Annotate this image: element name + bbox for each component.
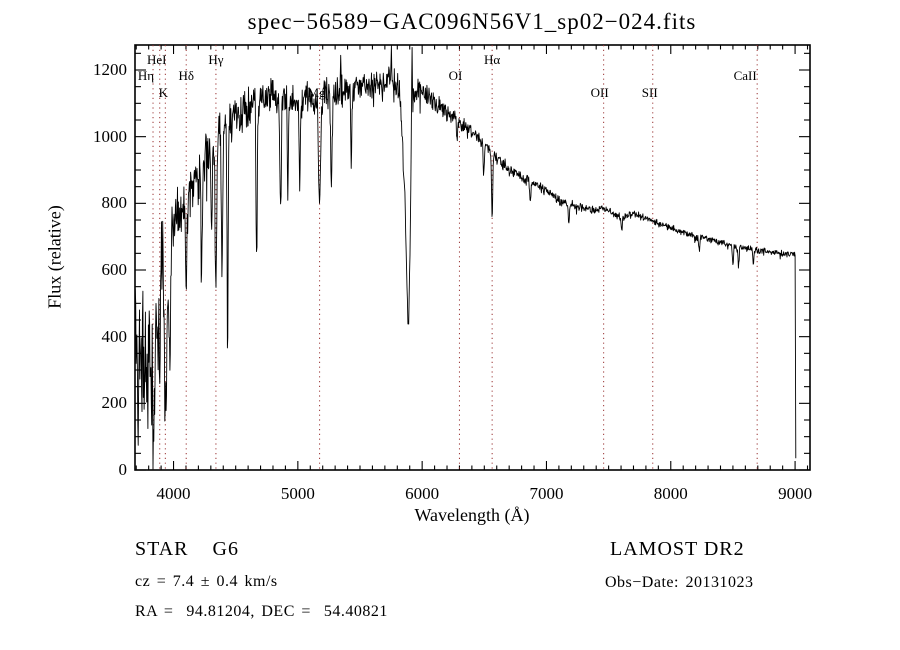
x-tick-label-6000: 6000 [405, 484, 440, 503]
survey-label: LAMOST DR2 [610, 538, 745, 560]
x-tick-label-4000: 4000 [156, 484, 191, 503]
y-tick-label-400: 400 [101, 326, 128, 346]
spectral-line-label-K: K [158, 85, 169, 100]
spectral-line-label-Hδ: Hδ [178, 68, 194, 83]
x-tick-label-5000: 5000 [280, 484, 315, 503]
spectrum-trace [134, 45, 797, 470]
spectral-line-label-Mg: Mg [307, 85, 326, 100]
plot-title: spec−56589−GAC096N56V1_sp02−024.fits [247, 9, 697, 34]
spectral-line-label-OI: OI [448, 68, 463, 83]
y-tick-label-800: 800 [101, 193, 128, 213]
spectral-line-label-OII: OII [590, 85, 609, 100]
x-axis-title: Wavelength (Å) [414, 505, 530, 525]
plot-box [134, 44, 811, 471]
y-tick-label-200: 200 [101, 393, 128, 413]
cz-value: cz = 7.4 ± 0.4 km/s [135, 573, 278, 590]
coordinates: RA = 94.81204, DEC = 54.40821 [135, 603, 388, 620]
obs-date: Obs−Date: 20131023 [605, 574, 754, 591]
spectral-line-label-Hα: Hα [484, 52, 501, 67]
spectral-line-label-SII: SII [641, 85, 658, 100]
spectral-line-label-Hη: Hη [137, 68, 155, 83]
y-tick-label-600: 600 [101, 260, 128, 279]
x-tick-label-7000: 7000 [529, 484, 564, 503]
y-tick-label-1200: 1200 [93, 60, 127, 79]
x-tick-label-9000: 9000 [778, 484, 813, 503]
y-tick-label-1000: 1000 [93, 126, 127, 146]
spectral-line-label-Hγ: Hγ [208, 52, 224, 67]
object-class-label: STAR G6 [135, 538, 239, 560]
y-tick-label-0: 0 [118, 460, 128, 479]
x-tick-label-8000: 8000 [653, 484, 688, 503]
spectral-line-label-HeI: HeI [146, 52, 167, 67]
spectral-line-label-CaII: CaII [733, 68, 757, 83]
